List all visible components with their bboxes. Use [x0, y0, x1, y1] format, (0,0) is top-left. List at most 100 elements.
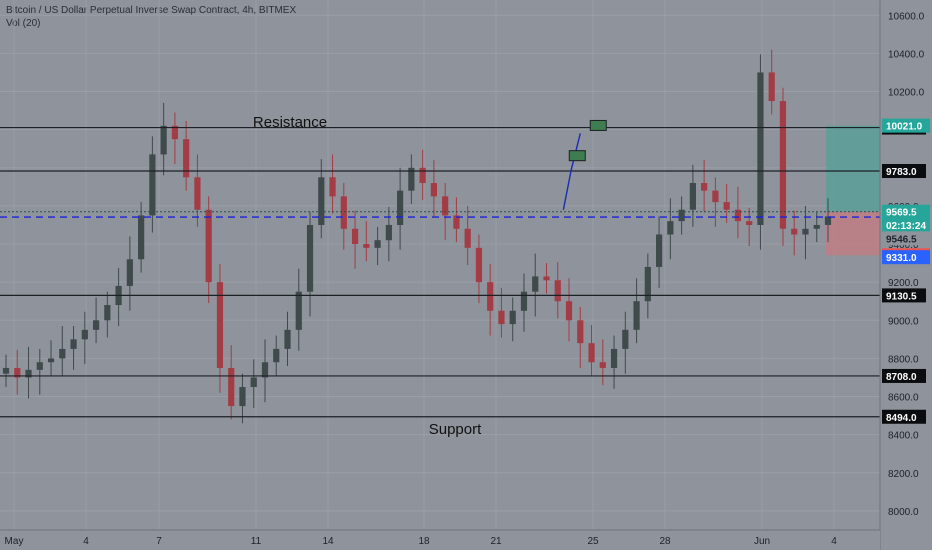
level-tag-bg [882, 409, 926, 424]
money-icon [568, 150, 586, 162]
candles [2, 49, 832, 424]
candle-body [723, 202, 730, 210]
candle-body [475, 247, 483, 283]
candle-body [228, 367, 235, 407]
horizontal-levels [0, 126, 880, 418]
price-tick: 10400.0 [888, 49, 925, 60]
candle-body [599, 362, 606, 368]
candle-body [442, 196, 449, 216]
candle-body [453, 215, 460, 229]
candle-body [397, 190, 404, 225]
grid [0, 0, 880, 530]
candle-body [824, 216, 832, 225]
candle-body [532, 276, 539, 292]
support-label: Support [429, 421, 482, 438]
candle-body [701, 183, 708, 191]
candle-body [498, 310, 505, 325]
candle-body [138, 215, 145, 260]
candle-body [565, 301, 573, 321]
money-icon [589, 119, 607, 131]
candle-body [813, 224, 820, 229]
candle-body [520, 291, 528, 311]
candle-body [633, 301, 640, 330]
price-tick: 9400.0 [888, 240, 919, 251]
candle-body [205, 209, 212, 283]
level-tag: 9130.5 [886, 291, 917, 302]
candle-body [273, 348, 280, 363]
price-tick: 9000.0 [888, 316, 919, 327]
price-tick: 8200.0 [888, 469, 919, 480]
time-tick: 11 [251, 536, 262, 547]
candle-body [160, 125, 167, 155]
level-tag: 8494.0 [886, 413, 917, 424]
price-tag-bg [882, 231, 930, 246]
candle-body [239, 387, 246, 407]
price-tag-bg [882, 250, 930, 265]
candle-body [126, 259, 133, 286]
resistance-label: Resistance [253, 114, 327, 131]
candle-body [284, 329, 291, 349]
candle-body [25, 369, 32, 378]
time-tick: Jun [754, 536, 770, 547]
candle-body [610, 348, 618, 368]
candle-body [408, 167, 415, 191]
time-tick: 7 [156, 536, 162, 547]
price-tick: 8000.0 [888, 507, 919, 518]
candle-body [340, 196, 347, 229]
price-tick: 8800.0 [888, 354, 919, 365]
candle-body [746, 221, 753, 225]
price-tick: 10200.0 [888, 88, 925, 99]
time-tick: 25 [587, 536, 599, 547]
price-tag: 02:13:24 [886, 221, 926, 232]
candle-body [329, 177, 336, 197]
time-tick: 18 [418, 536, 430, 547]
candle-body [385, 224, 392, 241]
price-tick: 10600.0 [888, 11, 925, 22]
price-tag: 9569.5 [886, 208, 917, 219]
candle-body [791, 228, 798, 235]
candle-body [419, 167, 426, 184]
candle-body [250, 377, 257, 388]
price-tick: 8600.0 [888, 393, 919, 404]
time-tick: 4 [831, 536, 837, 547]
target-zone [826, 125, 880, 212]
annotations: Resistance Support [253, 114, 482, 438]
candle-body [318, 177, 325, 225]
price-tag: 9331.0 [886, 253, 917, 264]
position-zones [826, 125, 880, 256]
candle-body [554, 280, 561, 302]
candle-body [351, 228, 359, 245]
price-tag-bg [882, 204, 930, 219]
candle-body [802, 228, 809, 235]
candle-body [577, 320, 584, 344]
candle-body [261, 362, 269, 378]
price-axis-bg [880, 0, 932, 550]
level-tag: 8708.0 [886, 372, 917, 383]
time-tick: 4 [83, 536, 89, 547]
candle-body [92, 320, 100, 330]
candle-body [36, 362, 43, 370]
time-tick: 21 [490, 536, 502, 547]
candle-body [543, 276, 550, 281]
candle-body [216, 282, 224, 368]
candle-body [81, 329, 88, 340]
candle-body [183, 139, 190, 178]
candle-body [47, 358, 55, 363]
time-tick: 14 [322, 536, 334, 547]
candle-body [734, 209, 742, 222]
candle-body [464, 228, 471, 248]
candle-body [59, 348, 66, 359]
time-axis: May 4 7 11 14 18 21 25 28 Jun 4 [0, 529, 880, 550]
time-tick: 28 [659, 536, 671, 547]
level-tag-bg [882, 368, 926, 383]
candle-body [171, 125, 179, 140]
price-tag: 10021.0 [886, 122, 923, 133]
candle-body [768, 72, 775, 102]
price-tag: 9546.5 [886, 234, 917, 245]
candle-body [509, 310, 516, 325]
candle-body [70, 339, 77, 349]
candle-body [194, 177, 201, 210]
candle-body [655, 234, 663, 267]
candle-body [104, 305, 111, 321]
